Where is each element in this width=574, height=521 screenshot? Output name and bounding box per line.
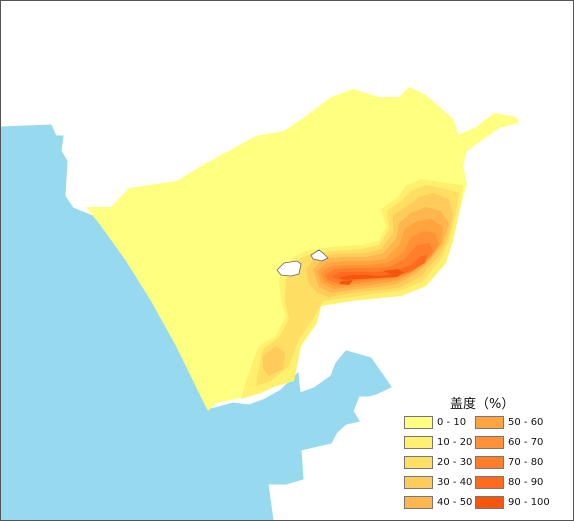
- island-hole-1: [276, 260, 302, 277]
- legend-title: 盖度（%）: [450, 397, 515, 412]
- legend-swatch: [475, 496, 504, 509]
- island-hole-2: [310, 249, 329, 262]
- legend-label: 80 - 90: [508, 477, 544, 488]
- legend-swatch: [404, 456, 433, 469]
- legend-swatch: [475, 476, 504, 489]
- legend-label: 50 - 60: [508, 417, 544, 428]
- water-body-east: [313, 350, 392, 446]
- legend-label: 70 - 80: [508, 457, 544, 468]
- legend-swatch: [404, 476, 433, 489]
- legend-swatch: [475, 416, 504, 429]
- legend-swatch: [475, 436, 504, 449]
- coverage-90-100: [339, 269, 405, 285]
- legend-swatch: [404, 496, 433, 509]
- legend-label: 0 - 10: [437, 417, 467, 428]
- legend-label: 20 - 30: [437, 457, 473, 468]
- coverage-80-90: [331, 255, 427, 280]
- legend-swatch: [404, 416, 433, 429]
- legend: 盖度（%） 0 - 10 10 - 20 20 - 30 30 - 40 40 - 50…: [404, 393, 572, 517]
- legend-label: 60 - 70: [508, 437, 544, 448]
- legend-label: 30 - 40: [437, 477, 473, 488]
- land-region: [86, 87, 519, 411]
- legend-label: 90 - 100: [508, 497, 550, 508]
- legend-swatch: [475, 456, 504, 469]
- legend-swatch: [404, 436, 433, 449]
- legend-label: 10 - 20: [437, 437, 473, 448]
- legend-label: 40 - 50: [437, 497, 473, 508]
